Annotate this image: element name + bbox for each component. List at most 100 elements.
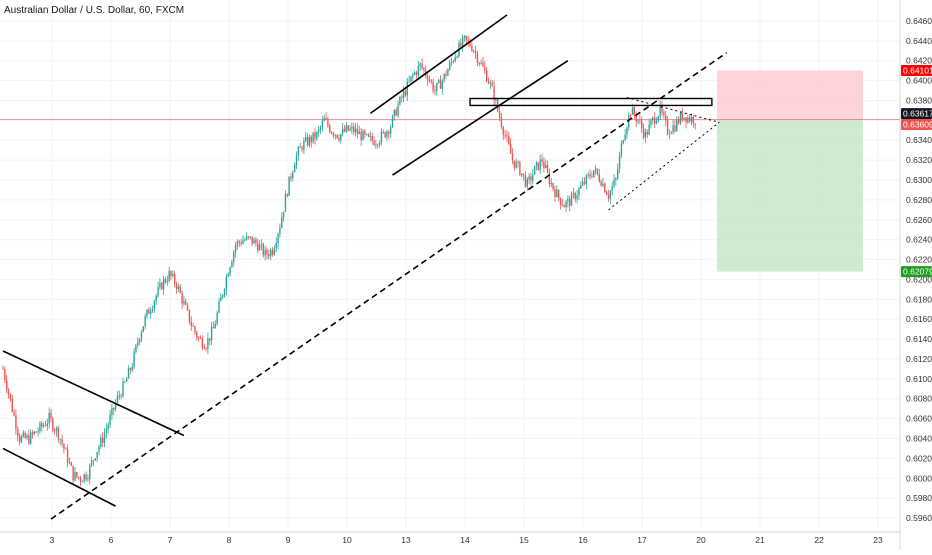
candle-body bbox=[347, 125, 349, 131]
candle-body bbox=[233, 251, 235, 262]
candle-body bbox=[281, 217, 283, 228]
candle-body bbox=[550, 183, 552, 185]
candle-body bbox=[22, 432, 25, 437]
candle-body bbox=[17, 428, 19, 436]
candle-body bbox=[415, 72, 418, 75]
main-uptrend-line bbox=[50, 52, 728, 520]
candle-body bbox=[474, 51, 477, 54]
candle-body bbox=[7, 389, 10, 394]
candle-body bbox=[264, 249, 266, 256]
candle-body bbox=[210, 326, 213, 341]
candle-body bbox=[506, 135, 508, 137]
candle-body bbox=[375, 144, 377, 146]
candle-body bbox=[94, 458, 96, 461]
candle-body bbox=[297, 147, 300, 156]
time-tick-label: 3 bbox=[50, 535, 55, 545]
candle-body bbox=[356, 128, 359, 135]
candle-body bbox=[162, 279, 165, 290]
price-tag-stop bbox=[901, 65, 932, 77]
candle-body bbox=[615, 178, 617, 180]
candle-body bbox=[487, 81, 490, 84]
candle-body bbox=[441, 80, 444, 89]
candle-body bbox=[103, 433, 106, 444]
candle-body bbox=[24, 432, 26, 438]
candle-body bbox=[292, 172, 294, 179]
candle-body bbox=[522, 173, 525, 176]
candle-body bbox=[443, 73, 445, 81]
candle-body bbox=[423, 68, 425, 70]
candle-body bbox=[454, 57, 456, 62]
candle-body bbox=[257, 243, 259, 251]
candle-body bbox=[290, 176, 292, 179]
candle-body bbox=[85, 474, 87, 480]
candle-body bbox=[578, 188, 580, 196]
candle-body bbox=[63, 443, 65, 449]
candle-body bbox=[591, 176, 593, 178]
candle-body bbox=[639, 120, 641, 122]
candle-body bbox=[231, 261, 233, 268]
candle-body bbox=[565, 201, 567, 208]
candles bbox=[2, 34, 696, 487]
candle-body bbox=[155, 295, 157, 302]
candle-body bbox=[186, 304, 189, 310]
candle-body bbox=[301, 146, 303, 150]
candle-body bbox=[641, 120, 643, 129]
candle-body bbox=[683, 117, 685, 120]
candle-body bbox=[548, 172, 551, 185]
candle-body bbox=[631, 107, 634, 115]
candle-body bbox=[114, 403, 117, 410]
candle-body bbox=[48, 413, 50, 424]
candle-body bbox=[334, 134, 336, 136]
candle-body bbox=[341, 128, 344, 134]
candle-body bbox=[216, 312, 218, 324]
candle-body bbox=[546, 165, 549, 173]
candle-body bbox=[100, 437, 102, 447]
candle-body bbox=[556, 190, 558, 198]
lower-channel-bottom-line bbox=[2, 447, 116, 507]
candle-body bbox=[604, 183, 606, 193]
candle-body bbox=[545, 165, 547, 168]
candle-body bbox=[589, 174, 591, 177]
candle-body bbox=[308, 136, 311, 146]
candle-body bbox=[203, 347, 205, 349]
candle-body bbox=[144, 316, 146, 327]
candle-body bbox=[652, 117, 654, 121]
candle-body bbox=[517, 161, 519, 163]
candle-body bbox=[365, 134, 368, 135]
candle-body bbox=[508, 136, 510, 145]
take-profit-zone bbox=[717, 119, 863, 272]
candle-body bbox=[491, 82, 493, 87]
candle-body bbox=[140, 332, 143, 340]
candle-body bbox=[533, 165, 536, 175]
candle-body bbox=[476, 53, 479, 63]
candle-body bbox=[2, 368, 4, 370]
time-tick-label: 6 bbox=[109, 535, 114, 545]
candle-body bbox=[268, 254, 270, 257]
candle-body bbox=[266, 249, 268, 255]
candle-body bbox=[44, 425, 47, 426]
upper-channel-top-line bbox=[369, 14, 508, 115]
candle-body bbox=[580, 185, 582, 189]
candle-body bbox=[5, 379, 8, 390]
candle-body bbox=[196, 332, 198, 338]
candle-body bbox=[236, 241, 239, 246]
candle-body bbox=[120, 395, 122, 397]
candle-body bbox=[299, 146, 301, 148]
candle-body bbox=[498, 110, 501, 118]
price-tag-label: 0.63609 bbox=[903, 119, 932, 129]
candle-body bbox=[18, 435, 21, 443]
candle-body bbox=[111, 407, 113, 416]
candle-body bbox=[663, 112, 665, 116]
candle-body bbox=[168, 270, 170, 282]
candle-body bbox=[460, 42, 462, 47]
candle-body bbox=[50, 413, 52, 419]
candle-body bbox=[65, 448, 67, 450]
candle-body bbox=[364, 130, 366, 135]
